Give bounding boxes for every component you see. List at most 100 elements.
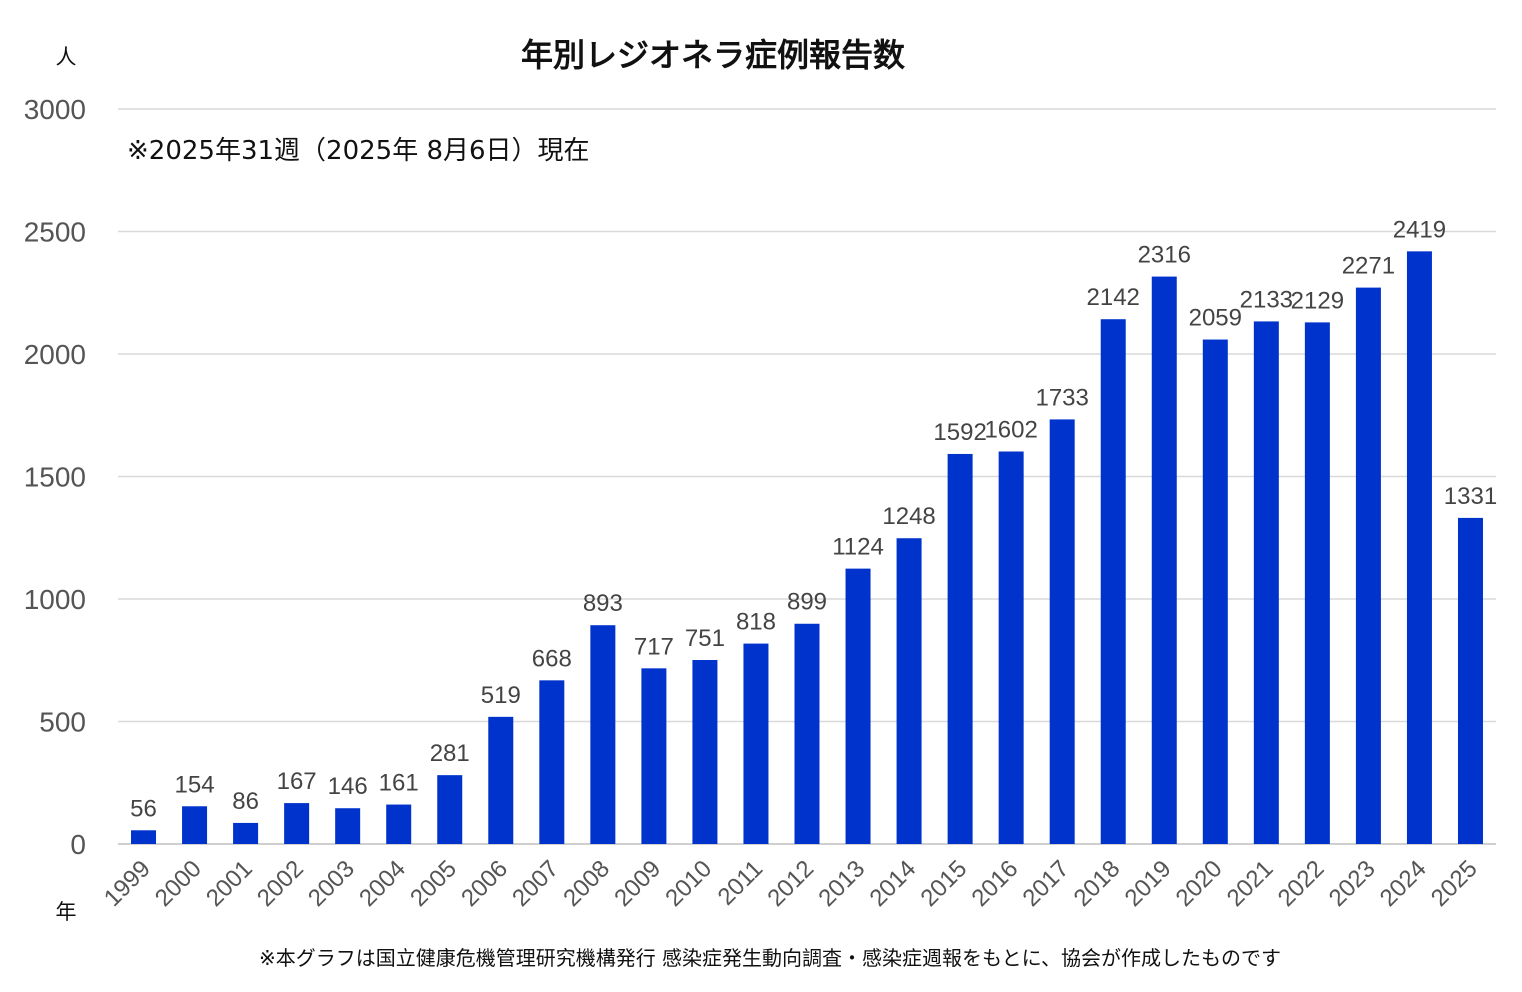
x-tick-label: 2014 bbox=[864, 855, 921, 912]
y-tick-label: 0 bbox=[70, 829, 86, 860]
x-tick-label: 2016 bbox=[967, 855, 1024, 912]
x-tick-label: 2010 bbox=[660, 855, 717, 912]
data-label-2018: 2142 bbox=[1087, 284, 1140, 311]
data-label-2020: 2059 bbox=[1189, 305, 1242, 332]
data-label-2006: 519 bbox=[481, 682, 521, 709]
y-tick-label: 2000 bbox=[24, 339, 86, 370]
data-label-2017: 1733 bbox=[1035, 384, 1088, 411]
bar-2006 bbox=[488, 716, 514, 844]
x-tick-label: 2011 bbox=[713, 855, 769, 911]
bar-2017 bbox=[1049, 419, 1075, 844]
data-label-2024: 2419 bbox=[1393, 216, 1446, 243]
bar-2019 bbox=[1151, 276, 1177, 845]
bar-1999 bbox=[131, 830, 157, 844]
bar-2007 bbox=[539, 680, 565, 844]
y-tick-label: 500 bbox=[39, 707, 86, 738]
data-label-2014: 1248 bbox=[882, 503, 935, 530]
data-label-2007: 668 bbox=[532, 645, 572, 672]
x-tick-label: 2020 bbox=[1171, 855, 1228, 912]
x-tick-label: 2009 bbox=[609, 855, 666, 912]
x-tick-label: 2000 bbox=[150, 855, 207, 912]
data-label-1999: 56 bbox=[130, 795, 157, 822]
data-label-2010: 751 bbox=[685, 625, 725, 652]
bar-2005 bbox=[437, 775, 463, 844]
data-label-2001: 86 bbox=[232, 788, 259, 815]
data-label-2021: 2133 bbox=[1240, 286, 1293, 313]
bar-2003 bbox=[335, 808, 361, 844]
bar-2022 bbox=[1304, 322, 1330, 844]
x-tick-label: 2006 bbox=[456, 855, 513, 912]
x-tick-label: 2013 bbox=[813, 855, 870, 912]
bar-2013 bbox=[845, 568, 871, 844]
x-tick-label: 2024 bbox=[1375, 855, 1432, 912]
source-note: ※本グラフは国立健康危機管理研究機構発行 感染症発生動向調査・感染症週報をもとに… bbox=[259, 946, 1281, 970]
y-tick-label: 3000 bbox=[24, 94, 86, 125]
x-tick-label: 2005 bbox=[405, 855, 462, 912]
x-tick-label: 2019 bbox=[1120, 855, 1177, 912]
bar-2015 bbox=[947, 453, 973, 844]
chart-title: 年別レジオネラ症例報告数 bbox=[521, 36, 906, 74]
x-tick-label: 2004 bbox=[354, 855, 411, 912]
bar-2000 bbox=[182, 806, 208, 844]
y-axis-ticks: 0 500 1000 1500 2000 2500 3000 bbox=[24, 94, 86, 860]
bar-2014 bbox=[896, 538, 922, 844]
data-label-2016: 1602 bbox=[984, 417, 1037, 444]
bar-2004 bbox=[386, 804, 412, 844]
bar-2020 bbox=[1202, 339, 1228, 844]
y-tick-label: 2500 bbox=[24, 217, 86, 248]
gridlines bbox=[118, 108, 1496, 845]
bar-2016 bbox=[998, 451, 1024, 844]
y-tick-label: 1000 bbox=[24, 584, 86, 615]
data-label-2012: 899 bbox=[787, 589, 827, 616]
data-label-2009: 717 bbox=[634, 633, 674, 660]
data-label-2013: 1124 bbox=[832, 534, 884, 561]
bar-2011 bbox=[743, 643, 769, 844]
x-tick-label: 2015 bbox=[916, 855, 973, 912]
x-tick-label: 2017 bbox=[1018, 855, 1075, 912]
bar-2001 bbox=[233, 822, 259, 844]
x-tick-label: 1999 bbox=[99, 855, 156, 912]
data-label-2015: 1592 bbox=[933, 419, 986, 446]
x-tick-label: 2002 bbox=[252, 855, 309, 912]
y-axis-unit-label: 人 bbox=[56, 45, 77, 69]
x-tick-label: 2001 bbox=[201, 855, 258, 912]
data-label-2022: 2129 bbox=[1291, 287, 1344, 314]
bar-2010 bbox=[692, 660, 718, 844]
data-label-2008: 893 bbox=[583, 590, 623, 617]
bar-2008 bbox=[590, 625, 616, 844]
y-tick-label: 1500 bbox=[24, 462, 86, 493]
x-tick-label: 2012 bbox=[762, 855, 819, 912]
data-label-2002: 167 bbox=[277, 768, 317, 795]
x-tick-label: 2007 bbox=[507, 855, 564, 912]
x-axis-unit-label: 年 bbox=[56, 900, 77, 924]
bar-2025 bbox=[1457, 517, 1483, 844]
x-tick-label: 2003 bbox=[303, 855, 360, 912]
x-tick-label: 2021 bbox=[1222, 855, 1279, 912]
x-tick-label: 2018 bbox=[1069, 855, 1126, 912]
x-tick-label: 2008 bbox=[558, 855, 615, 912]
data-label-2003: 146 bbox=[328, 773, 368, 800]
data-labels: 56 154 86 167 146 161 281 519 668 893 717 751 818 899… bbox=[130, 216, 1497, 822]
bar-2023 bbox=[1355, 287, 1381, 845]
x-axis-ticks: 1999200020012002200320042005200620072008… bbox=[99, 855, 1483, 912]
bar-2021 bbox=[1253, 321, 1279, 844]
data-label-2004: 161 bbox=[379, 770, 419, 797]
x-tick-label: 2023 bbox=[1324, 855, 1381, 912]
bar-2012 bbox=[794, 623, 820, 844]
bar-2002 bbox=[284, 803, 310, 844]
bar-2024 bbox=[1406, 251, 1432, 845]
data-label-2023: 2271 bbox=[1342, 253, 1395, 280]
data-label-2025: 1331 bbox=[1444, 483, 1497, 510]
data-label-2000: 154 bbox=[175, 771, 215, 798]
x-tick-label: 2025 bbox=[1426, 855, 1483, 912]
bars bbox=[131, 251, 1483, 845]
data-as-of-note: ※2025年31週（2025年 8月6日）現在 bbox=[127, 136, 590, 166]
data-label-2005: 281 bbox=[430, 740, 470, 767]
data-label-2019: 2316 bbox=[1138, 242, 1191, 269]
x-tick-label: 2022 bbox=[1273, 855, 1330, 912]
bar-2009 bbox=[641, 668, 667, 844]
bar-2018 bbox=[1100, 319, 1126, 845]
data-label-2011: 818 bbox=[736, 609, 776, 636]
